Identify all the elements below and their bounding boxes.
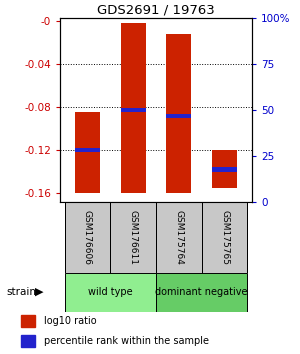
Bar <box>75 113 100 193</box>
Bar <box>212 167 237 172</box>
Bar <box>156 202 202 273</box>
Bar <box>64 202 110 273</box>
Bar <box>75 148 100 152</box>
Bar <box>166 34 191 193</box>
Bar <box>110 202 156 273</box>
Bar <box>121 23 146 193</box>
Text: percentile rank within the sample: percentile rank within the sample <box>44 336 208 346</box>
Text: wild type: wild type <box>88 287 133 297</box>
Text: ▶: ▶ <box>34 287 43 297</box>
Bar <box>110 202 156 273</box>
Bar <box>202 202 248 273</box>
Bar <box>21 335 35 347</box>
Bar <box>21 315 35 327</box>
Bar <box>202 202 248 273</box>
Title: GDS2691 / 19763: GDS2691 / 19763 <box>97 4 215 17</box>
Text: log10 ratio: log10 ratio <box>44 316 96 326</box>
Text: dominant negative: dominant negative <box>155 287 248 297</box>
Bar <box>212 150 237 188</box>
Text: GSM175764: GSM175764 <box>174 210 183 265</box>
Text: GSM175765: GSM175765 <box>220 210 229 265</box>
Text: GSM176606: GSM176606 <box>83 210 92 265</box>
Bar <box>156 202 202 273</box>
Text: strain: strain <box>6 287 36 297</box>
Bar <box>156 273 248 312</box>
Bar <box>64 273 156 312</box>
Bar <box>166 114 191 118</box>
Bar <box>121 108 146 113</box>
Text: GSM176611: GSM176611 <box>129 210 138 265</box>
Bar <box>64 202 110 273</box>
